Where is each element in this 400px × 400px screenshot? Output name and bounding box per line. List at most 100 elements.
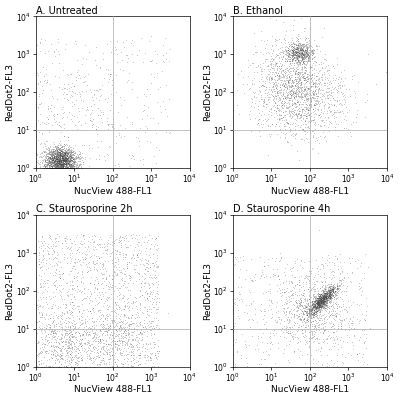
Point	[318, 302, 324, 308]
Point	[55, 154, 62, 160]
Point	[305, 58, 311, 64]
Point	[64, 158, 70, 164]
Point	[283, 116, 290, 122]
Point	[314, 305, 320, 312]
Point	[60, 152, 66, 158]
Point	[332, 288, 339, 294]
Point	[292, 50, 299, 57]
Point	[33, 235, 39, 242]
Point	[301, 49, 308, 55]
Point	[296, 278, 302, 285]
Point	[88, 327, 95, 334]
Point	[62, 161, 69, 168]
Point	[148, 289, 154, 295]
Point	[58, 313, 64, 320]
Point	[109, 363, 115, 369]
Point	[54, 165, 61, 171]
Point	[248, 128, 254, 134]
Point	[77, 240, 84, 246]
Point	[266, 352, 272, 358]
Point	[78, 165, 84, 171]
Point	[46, 312, 52, 318]
Point	[288, 61, 294, 68]
Point	[274, 72, 280, 78]
Point	[349, 318, 356, 324]
Point	[314, 302, 321, 309]
Point	[318, 297, 324, 304]
Point	[48, 165, 54, 171]
Point	[110, 337, 116, 344]
Point	[291, 311, 297, 317]
Point	[326, 318, 333, 325]
Point	[55, 165, 62, 171]
Point	[314, 86, 321, 92]
Point	[80, 78, 87, 85]
Point	[73, 165, 80, 171]
Point	[104, 320, 110, 327]
Point	[60, 163, 66, 169]
Point	[326, 259, 332, 266]
Point	[48, 150, 55, 157]
Point	[146, 312, 152, 318]
Point	[65, 163, 72, 169]
Point	[335, 285, 342, 291]
Point	[311, 114, 317, 120]
Point	[329, 288, 335, 294]
Point	[119, 277, 126, 283]
Point	[58, 337, 64, 344]
Point	[334, 286, 340, 292]
Point	[60, 85, 67, 91]
Point	[291, 312, 298, 318]
Point	[278, 111, 284, 118]
Point	[315, 292, 322, 299]
Point	[332, 328, 339, 335]
Point	[285, 49, 291, 56]
Point	[290, 47, 296, 54]
Point	[54, 158, 60, 165]
Point	[328, 292, 334, 298]
Point	[71, 340, 77, 347]
Point	[307, 91, 314, 97]
Point	[67, 340, 73, 347]
Point	[288, 49, 295, 55]
Point	[58, 316, 65, 322]
Point	[308, 314, 315, 321]
Point	[308, 306, 314, 312]
Point	[60, 157, 67, 164]
Point	[154, 51, 160, 57]
Point	[269, 76, 276, 82]
Point	[56, 165, 63, 171]
Point	[64, 134, 71, 140]
Point	[63, 157, 69, 163]
Point	[123, 314, 129, 320]
Point	[341, 101, 348, 108]
Point	[272, 77, 279, 83]
Point	[135, 362, 141, 368]
Point	[93, 94, 99, 101]
Point	[109, 308, 115, 314]
Point	[321, 302, 328, 308]
Point	[52, 160, 58, 167]
Point	[56, 273, 62, 280]
Point	[318, 296, 324, 302]
Point	[119, 352, 125, 358]
Point	[57, 165, 64, 171]
Point	[65, 146, 72, 153]
Point	[294, 54, 300, 60]
Point	[327, 293, 333, 299]
Point	[265, 62, 271, 68]
Point	[272, 81, 279, 87]
Point	[148, 350, 154, 357]
Point	[311, 84, 318, 90]
Point	[160, 42, 166, 48]
Point	[56, 157, 62, 164]
Point	[289, 102, 295, 109]
Point	[326, 314, 332, 320]
Point	[273, 85, 279, 92]
Point	[280, 308, 286, 314]
Point	[290, 68, 296, 74]
Point	[293, 312, 299, 318]
Point	[109, 319, 115, 325]
Point	[300, 42, 306, 48]
Point	[113, 271, 120, 277]
